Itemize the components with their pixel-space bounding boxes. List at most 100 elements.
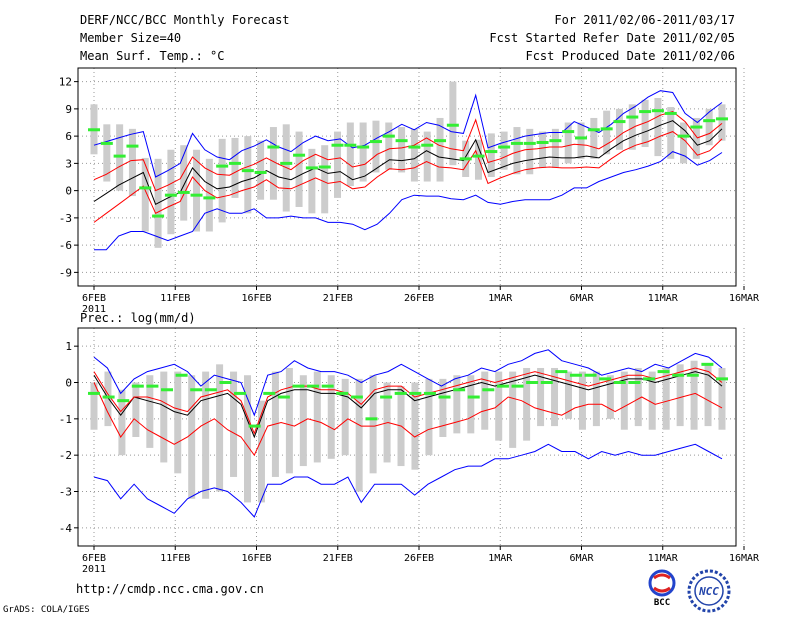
produced-date: Fcst Produced Date 2011/02/06	[525, 49, 735, 63]
observed-mark	[117, 399, 130, 403]
x-tick-label: 11FEB	[160, 553, 190, 564]
y-tick-label: -2	[59, 449, 72, 462]
spread-box	[648, 371, 656, 430]
spread-box	[449, 81, 457, 166]
spread-box	[513, 127, 521, 175]
observed-mark	[318, 165, 331, 169]
observed-mark	[584, 373, 597, 377]
series-min	[94, 151, 723, 251]
spread-box	[193, 149, 201, 232]
observed-mark	[161, 388, 174, 392]
spread-box	[410, 128, 418, 182]
spread-box	[327, 375, 335, 459]
spread-box	[216, 364, 224, 492]
spread-box	[564, 371, 572, 419]
observed-mark	[228, 161, 241, 165]
observed-mark	[102, 395, 115, 399]
observed-mark	[664, 111, 677, 115]
x-tick-label: 6MAR	[569, 293, 594, 304]
x-tick-label: 16MAR	[729, 553, 760, 564]
spread-box	[718, 367, 726, 430]
spread-box	[523, 367, 531, 441]
spread-box	[174, 371, 182, 474]
spread-box	[692, 117, 700, 159]
observed-mark	[628, 381, 641, 384]
observed-mark	[113, 154, 126, 158]
x-tick-label: 11MAR	[648, 293, 679, 304]
spread-box	[269, 127, 277, 200]
spread-box	[654, 97, 662, 157]
observed-mark	[408, 145, 421, 149]
observed-mark	[690, 125, 703, 129]
y-tick-label: 0	[65, 185, 72, 198]
variable-label: Mean Surf. Temp.: °C	[80, 49, 225, 63]
series-min	[93, 443, 723, 518]
observed-mark	[575, 136, 588, 140]
observed-mark	[540, 381, 553, 384]
spread-box	[398, 127, 406, 173]
plot-frame	[77, 327, 737, 547]
observed-mark	[599, 377, 612, 381]
x-tick-label: 26FEB	[404, 553, 434, 564]
y-tick-label: 9	[65, 103, 72, 116]
spread-box	[590, 117, 598, 159]
spread-box	[313, 371, 321, 463]
x-tick-label: 21FEB	[323, 553, 353, 564]
spread-box	[620, 371, 628, 430]
spread-box	[577, 122, 585, 159]
x-tick-label: 16MAR	[729, 293, 760, 304]
y-tick-label: 6	[65, 130, 72, 143]
observed-mark	[190, 388, 203, 392]
spread-box	[539, 131, 547, 168]
spread-box	[495, 371, 503, 441]
forecast-period: For 2011/02/06-2011/03/17	[554, 13, 735, 27]
observed-mark	[716, 377, 728, 381]
observed-mark	[164, 193, 177, 197]
observed-mark	[446, 123, 459, 127]
observed-mark	[510, 141, 523, 145]
observed-mark	[131, 384, 144, 388]
observed-mark	[88, 128, 100, 132]
spread-box	[218, 138, 226, 223]
spread-box	[257, 140, 265, 200]
spread-box	[132, 382, 140, 437]
spread-box	[205, 158, 213, 232]
series-mean_minus	[93, 382, 723, 457]
x-year-label: 2011	[82, 304, 106, 315]
x-tick-label: 6FEB	[82, 553, 106, 564]
observed-mark	[562, 130, 575, 134]
spread-box	[690, 360, 698, 430]
x-tick-label: 26FEB	[404, 293, 434, 304]
spread-box	[551, 128, 559, 168]
observed-mark	[498, 145, 511, 149]
x-tick-label: 11MAR	[648, 553, 679, 564]
observed-mark	[613, 381, 626, 384]
spread-box	[423, 131, 431, 182]
spread-box	[564, 122, 572, 164]
spread-box	[334, 131, 342, 198]
spread-box	[321, 145, 329, 214]
footer-url[interactable]: http://cmdp.ncc.cma.gov.cn	[76, 582, 264, 596]
observed-mark	[152, 214, 165, 218]
spread-box	[615, 108, 623, 150]
x-tick-label: 1MAR	[488, 553, 513, 564]
observed-mark	[190, 193, 203, 197]
bcc-logo-text: BCC	[654, 598, 670, 608]
spread-box	[141, 157, 149, 232]
observed-mark	[248, 424, 261, 428]
series-mean_minus	[93, 131, 723, 223]
observed-mark	[421, 143, 434, 147]
observed-mark	[651, 109, 664, 113]
spread-box	[308, 148, 316, 214]
spread-box	[355, 378, 363, 492]
series-mean_plus	[93, 111, 723, 192]
observed-mark	[126, 144, 139, 148]
spread-box	[180, 145, 188, 221]
spread-box	[372, 120, 380, 173]
spread-box	[481, 371, 489, 430]
observed-mark	[472, 154, 485, 158]
observed-mark	[305, 166, 318, 170]
observed-mark	[569, 373, 582, 377]
spread-box	[104, 371, 112, 427]
panel-1: -9 -6 -3 0 3 6 9 12 6FEB 11FEB 16FEB 21FEB 26FEB 1MAR…	[59, 67, 760, 315]
